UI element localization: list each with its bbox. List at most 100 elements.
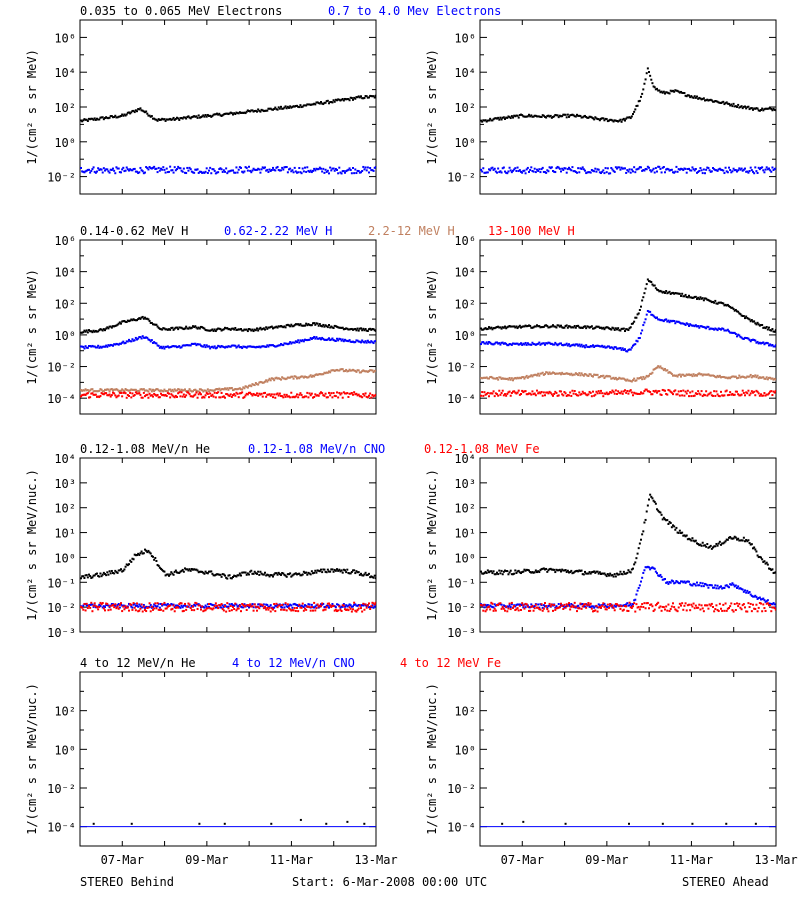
data-point [753, 595, 756, 598]
data-point [637, 377, 640, 380]
data-point [161, 117, 164, 120]
data-point [117, 167, 120, 170]
data-point [105, 327, 108, 330]
data-point [275, 345, 278, 348]
data-point [266, 344, 269, 347]
data-point [189, 168, 192, 171]
data-point [91, 610, 94, 613]
data-point [122, 604, 125, 607]
data-point [773, 377, 776, 380]
data-point [666, 369, 669, 372]
data-point [600, 326, 602, 329]
data-point [616, 167, 618, 170]
data-point [494, 341, 497, 344]
data-point [360, 171, 362, 174]
data-point [289, 376, 292, 379]
data-point [732, 167, 735, 170]
data-point [488, 341, 490, 344]
data-point [603, 602, 606, 605]
data-point [265, 109, 268, 112]
data-point [107, 388, 110, 391]
data-point [350, 172, 353, 175]
data-point [525, 568, 528, 571]
data-point [148, 339, 151, 342]
data-point [636, 168, 639, 171]
data-point [634, 561, 637, 564]
data-point [302, 340, 305, 343]
data-point [609, 375, 612, 378]
data-point [253, 603, 256, 606]
data-point [610, 605, 613, 608]
data-point [122, 605, 125, 608]
data-point [222, 169, 225, 172]
data-point [497, 342, 500, 345]
data-point [246, 393, 249, 396]
data-point [688, 167, 690, 170]
data-point [147, 390, 150, 393]
y-axis-label: 1/(cm² s sr MeV) [25, 49, 39, 165]
data-point [690, 373, 693, 376]
data-point [578, 569, 581, 572]
data-point [357, 393, 360, 396]
data-point [637, 586, 640, 589]
data-point [734, 333, 737, 336]
data-point [521, 603, 524, 606]
data-point [537, 570, 540, 573]
data-point [562, 605, 565, 608]
data-point [505, 342, 508, 345]
data-point [633, 343, 636, 346]
data-point [350, 610, 353, 613]
data-point [346, 339, 349, 342]
data-point [610, 574, 613, 577]
data-point [612, 169, 615, 172]
data-point [218, 396, 221, 399]
data-point [724, 166, 727, 169]
data-point [585, 116, 588, 119]
data-point [741, 315, 744, 318]
data-point [221, 387, 224, 390]
data-point [276, 326, 279, 329]
data-point [492, 327, 495, 330]
data-point [593, 609, 596, 612]
data-point [368, 328, 370, 331]
data-point [555, 326, 558, 329]
data-point [365, 370, 368, 373]
data-point [96, 346, 98, 349]
data-point [560, 342, 562, 345]
data-point [168, 605, 170, 608]
data-point [501, 573, 504, 576]
data-point [554, 372, 557, 375]
data-point [644, 607, 647, 610]
data-point [329, 371, 332, 374]
data-point [536, 343, 538, 346]
data-point [275, 108, 278, 111]
data-point [630, 391, 633, 394]
data-point [720, 376, 722, 379]
data-point [701, 297, 704, 300]
data-point [89, 575, 92, 578]
data-point [744, 540, 746, 543]
data-point [620, 573, 623, 576]
data-point [98, 329, 101, 332]
data-point [678, 91, 681, 94]
data-point [329, 101, 332, 104]
data-point [712, 605, 714, 608]
data-point [269, 610, 272, 613]
data-point [763, 560, 766, 563]
data-point [313, 395, 316, 398]
data-point [245, 604, 248, 607]
data-point [232, 169, 234, 172]
data-point [654, 604, 657, 607]
data-point [627, 392, 630, 395]
data-point [774, 608, 776, 611]
data-point [600, 573, 602, 576]
data-point [653, 608, 656, 611]
data-point [320, 391, 322, 394]
data-point [523, 568, 526, 571]
data-point [315, 607, 318, 610]
data-point [240, 574, 242, 577]
data-point [244, 394, 247, 397]
data-point [372, 602, 375, 605]
data-point [498, 171, 501, 174]
data-point [293, 341, 296, 344]
